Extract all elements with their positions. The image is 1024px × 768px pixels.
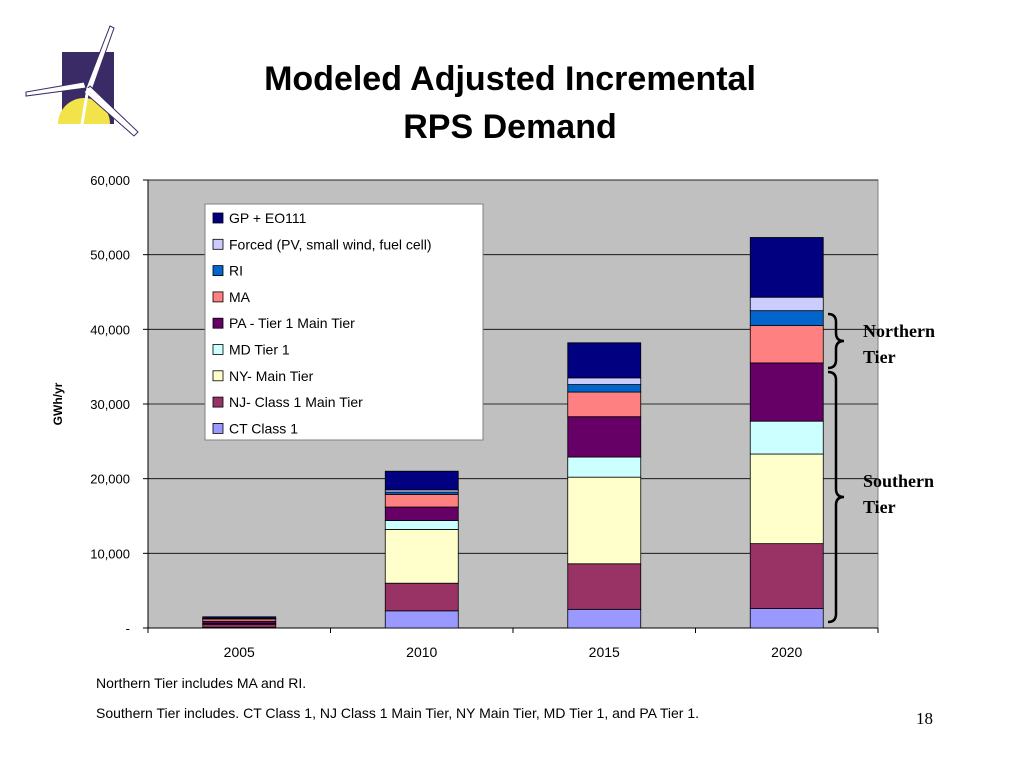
legend-entry: NJ- Class 1 Main Tier — [229, 394, 363, 410]
y-tick-label: 50,000 — [90, 248, 130, 263]
x-tick-label: 2015 — [589, 644, 620, 660]
bar-segment — [567, 563, 642, 610]
bar-segment — [749, 543, 824, 609]
bar-segment — [749, 362, 824, 422]
legend-swatch — [212, 317, 224, 329]
bar-segment — [384, 610, 459, 629]
logo-blade-left — [25, 81, 87, 97]
legend-swatch — [212, 291, 224, 303]
bar-segment — [384, 493, 459, 508]
y-tick-label: 40,000 — [90, 322, 130, 337]
bar-segment — [749, 325, 824, 364]
legend-swatch — [212, 344, 224, 355]
bar-segment — [384, 506, 459, 521]
bar-segment — [567, 384, 642, 393]
slide-title: Modeled Adjusted Incremental RPS Demand — [190, 55, 830, 151]
northern-tier-label: Northern Tier — [863, 318, 935, 370]
northern-tier-brace — [827, 312, 845, 370]
bar-segment — [567, 416, 642, 458]
northern-tier-label-line-2: Tier — [863, 347, 896, 367]
legend-entry: Forced (PV, small wind, fuel cell) — [229, 236, 432, 252]
bar-segment — [749, 237, 824, 298]
southern-tier-label-line-2: Tier — [863, 497, 896, 517]
bar-segment — [749, 310, 824, 326]
legend-entry: CT Class 1 — [229, 420, 298, 436]
x-tick-label: 2020 — [771, 644, 802, 660]
bar-segment — [749, 453, 824, 545]
bar-segment — [749, 296, 824, 312]
bar-segment — [384, 520, 459, 530]
legend-entry: PA - Tier 1 Main Tier — [229, 315, 355, 331]
bar-segment — [202, 623, 277, 628]
northern-tier-note: Northern Tier includes MA and RI. — [96, 675, 307, 691]
legend-swatch — [212, 370, 224, 382]
legend-entry: GP + EO111 — [229, 210, 307, 226]
logo-blade-right — [83, 85, 139, 137]
y-tick-label: 20,000 — [90, 472, 130, 487]
bar-segment — [567, 476, 642, 565]
logo-tower — [80, 87, 90, 125]
legend-entry: RI — [229, 263, 243, 279]
southern-tier-note: Southern Tier includes. CT Class 1, NJ C… — [96, 705, 700, 721]
legend-swatch — [212, 238, 224, 250]
y-tick-label: - — [126, 621, 130, 636]
legend-swatch — [212, 265, 224, 277]
page-number: 18 — [916, 709, 933, 728]
bar-segment — [567, 608, 642, 629]
legend-entry: NY- Main Tier — [229, 368, 314, 384]
bar-segment — [749, 608, 824, 629]
title-line-1: Modeled Adjusted Incremental — [264, 60, 756, 98]
title-line-2: RPS Demand — [403, 108, 617, 146]
wind-turbine-logo — [25, 25, 139, 137]
y-axis-label: GWh/yr — [51, 382, 65, 425]
bar-segment — [749, 420, 824, 455]
legend-box — [204, 203, 484, 441]
southern-tier-label-line-1: Southern — [863, 471, 935, 491]
legend-swatch — [212, 212, 224, 224]
y-tick-label: 60,000 — [90, 173, 130, 188]
bar-segment — [567, 377, 642, 385]
legend-swatch — [212, 396, 224, 408]
bar-segment — [202, 616, 277, 619]
bar-segment — [567, 456, 642, 478]
southern-tier-label: Southern Tier — [863, 468, 934, 520]
legend-swatch — [212, 422, 224, 434]
y-tick-label: 10,000 — [90, 546, 130, 561]
x-tick-label: 2010 — [406, 644, 437, 660]
bar-segment — [384, 582, 459, 612]
southern-tier-brace — [827, 370, 845, 624]
legend-entry: MD Tier 1 — [229, 342, 290, 358]
legend-entry: MA — [229, 289, 251, 305]
bar-segment — [384, 470, 459, 491]
northern-tier-label-line-1: Northern — [863, 321, 935, 341]
y-tick-label: 30,000 — [90, 397, 130, 412]
bar-segment — [567, 342, 642, 379]
bar-segment — [384, 529, 459, 584]
x-tick-label: 2005 — [224, 644, 255, 660]
bar-segment — [567, 391, 642, 418]
